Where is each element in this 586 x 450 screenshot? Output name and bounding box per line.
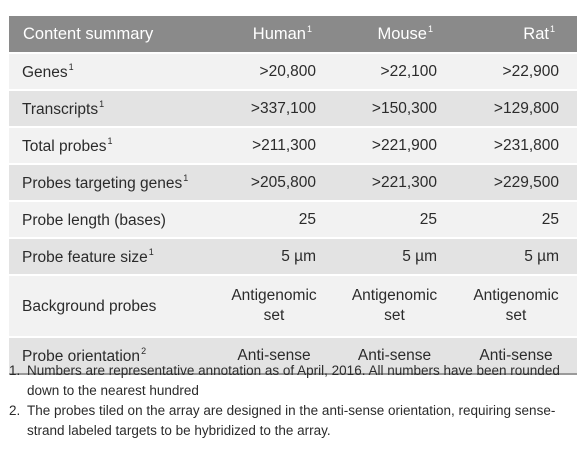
cell-human: Antigenomic set: [214, 275, 334, 338]
row-label: Total probes1: [9, 127, 214, 165]
cell-mouse: Anti-sense: [334, 337, 455, 375]
header-mouse: Mouse1: [334, 16, 455, 54]
row-label: Probe length (bases): [9, 201, 214, 239]
row-label: Probes targeting genes1: [9, 164, 214, 202]
header-content-summary: Content summary: [9, 16, 214, 54]
cell-human: >20,800: [214, 53, 334, 91]
cell-rat: >231,800: [455, 127, 577, 165]
cell-rat: >129,800: [455, 90, 577, 128]
cell-mouse: Antigenomic set: [334, 275, 455, 338]
cell-rat: 25: [455, 201, 577, 239]
table-row: Probe orientation2 Anti-sense Anti-sense…: [9, 337, 577, 375]
cell-rat: >229,500: [455, 164, 577, 202]
cell-mouse: 5 µm: [334, 238, 455, 276]
table-row: Genes1 >20,800 >22,100 >22,900: [9, 53, 577, 91]
footnote-1: 1. Numbers are representative annotation…: [9, 361, 579, 401]
footnote-number: 2.: [9, 403, 21, 418]
table-row: Transcripts1 >337,100 >150,300 >129,800: [9, 90, 577, 128]
cell-human: >211,300: [214, 127, 334, 165]
footnote-text: The probes tiled on the array are design…: [27, 403, 556, 438]
table-row: Probes targeting genes1 >205,800 >221,30…: [9, 164, 577, 202]
cell-mouse: >22,100: [334, 53, 455, 91]
footnote-text: Numbers are representative annotation as…: [27, 363, 560, 398]
cell-rat: 5 µm: [455, 238, 577, 276]
cell-mouse: >221,300: [334, 164, 455, 202]
table-row: Total probes1 >211,300 >221,900 >231,800: [9, 127, 577, 165]
footnote-2: 2. The probes tiled on the array are des…: [9, 401, 579, 441]
cell-human: Anti-sense: [214, 337, 334, 375]
cell-mouse: >150,300: [334, 90, 455, 128]
table-row: Probe length (bases) 25 25 25: [9, 201, 577, 239]
cell-rat: Antigenomic set: [455, 275, 577, 338]
cell-rat: >22,900: [455, 53, 577, 91]
row-label: Probe orientation2: [9, 337, 214, 375]
cell-human: >337,100: [214, 90, 334, 128]
table-header-row: Content summary Human1 Mouse1 Rat1: [9, 16, 577, 54]
row-label: Genes1: [9, 53, 214, 91]
header-rat: Rat1: [455, 16, 577, 54]
cell-mouse: >221,900: [334, 127, 455, 165]
table-row: Background probes Antigenomic set Antige…: [9, 275, 577, 338]
content-summary-table: Content summary Human1 Mouse1 Rat1 Genes…: [9, 16, 577, 375]
row-label: Background probes: [9, 275, 214, 338]
footnotes: 1. Numbers are representative annotation…: [9, 361, 579, 441]
cell-human: 25: [214, 201, 334, 239]
cell-mouse: 25: [334, 201, 455, 239]
cell-rat: Anti-sense: [455, 337, 577, 375]
header-human: Human1: [214, 16, 334, 54]
row-label: Transcripts1: [9, 90, 214, 128]
row-label: Probe feature size1: [9, 238, 214, 276]
footnote-number: 1.: [9, 363, 21, 378]
cell-human: >205,800: [214, 164, 334, 202]
cell-human: 5 µm: [214, 238, 334, 276]
table-row: Probe feature size1 5 µm 5 µm 5 µm: [9, 238, 577, 276]
